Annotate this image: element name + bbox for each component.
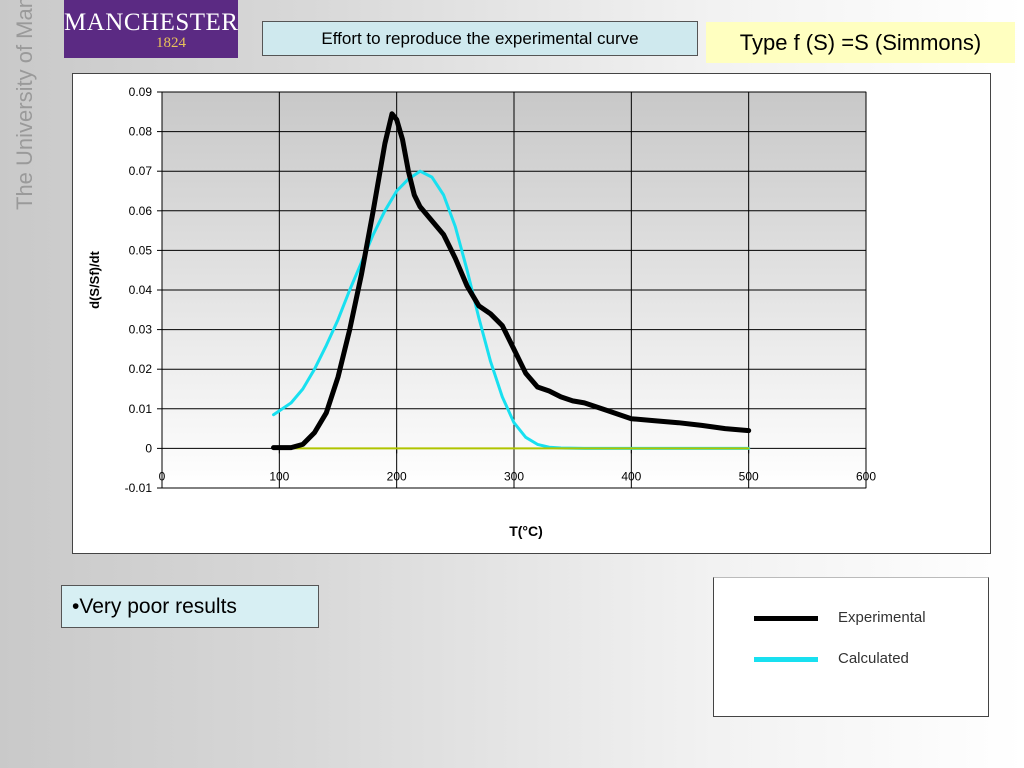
x-tick-label: 200 bbox=[387, 469, 407, 483]
y-tick-label: 0.02 bbox=[129, 362, 153, 376]
legend-item-calculated: Calculated bbox=[754, 649, 974, 669]
university-name: The University of Manchester bbox=[12, 0, 37, 210]
x-tick-label: 400 bbox=[621, 469, 641, 483]
university-logo: MANCHESTER 1824 bbox=[64, 0, 238, 58]
chart-legend: Experimental Calculated bbox=[713, 577, 989, 717]
legend-item-experimental: Experimental bbox=[754, 608, 974, 628]
y-tick-label: 0.01 bbox=[129, 402, 153, 416]
chart-area: 0.09 0.08 0.07 0.06 0.05 0.04 0.03 0.02 0.01 0 -0.… bbox=[72, 73, 991, 554]
type-label: Type f (S) =S (Simmons) bbox=[706, 22, 1015, 63]
legend-label-calculated: Calculated bbox=[838, 650, 909, 667]
x-axis-title: T(°C) bbox=[509, 523, 543, 539]
legend-swatch-experimental bbox=[754, 616, 818, 621]
y-tick-label: 0.07 bbox=[129, 164, 153, 178]
result-note: •Very poor results bbox=[61, 585, 319, 628]
y-tick-label: 0.05 bbox=[129, 243, 153, 257]
y-tick-label: 0.09 bbox=[129, 85, 153, 99]
y-tick-label: -0.01 bbox=[125, 481, 153, 495]
x-tick-label: 300 bbox=[504, 469, 524, 483]
y-tick-label: 0.03 bbox=[129, 323, 153, 337]
y-axis-title: d(S/Sf)/dt bbox=[87, 250, 102, 308]
legend-label-experimental: Experimental bbox=[838, 609, 926, 626]
y-tick-label: 0.04 bbox=[129, 283, 153, 297]
x-tick-label: 600 bbox=[856, 469, 876, 483]
line-chart: 0.09 0.08 0.07 0.06 0.05 0.04 0.03 0.02 0.01 0 -0.… bbox=[87, 85, 876, 539]
series-experimental bbox=[271, 111, 752, 451]
y-tick-label: 0.06 bbox=[129, 204, 153, 218]
x-tick-label: 500 bbox=[739, 469, 759, 483]
slide-title: Effort to reproduce the experimental cur… bbox=[262, 21, 698, 56]
logo-wordmark: MANCHESTER bbox=[64, 9, 239, 36]
x-tick-label: 100 bbox=[269, 469, 289, 483]
logo-year: 1824 bbox=[156, 35, 186, 51]
y-tick-label: 0 bbox=[145, 441, 152, 455]
y-tick-label: 0.08 bbox=[129, 125, 153, 139]
legend-swatch-calculated bbox=[754, 657, 818, 662]
university-side-text: The University of Manchester bbox=[12, 0, 66, 210]
